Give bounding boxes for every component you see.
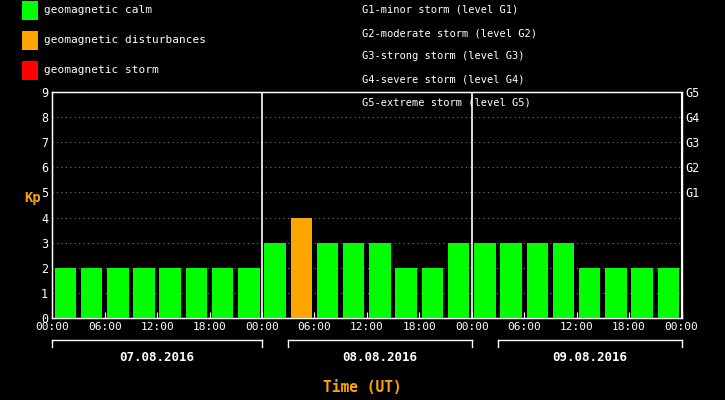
- Bar: [605, 268, 626, 318]
- Bar: [395, 268, 417, 318]
- Text: 08.08.2016: 08.08.2016: [342, 351, 418, 364]
- Bar: [238, 268, 260, 318]
- Text: 09.08.2016: 09.08.2016: [552, 351, 627, 364]
- Bar: [448, 243, 469, 318]
- Text: G4-severe storm (level G4): G4-severe storm (level G4): [362, 74, 525, 85]
- Bar: [579, 268, 600, 318]
- Bar: [80, 268, 102, 318]
- Bar: [552, 243, 574, 318]
- Bar: [631, 268, 653, 318]
- Bar: [369, 243, 391, 318]
- Bar: [422, 268, 443, 318]
- Bar: [658, 268, 679, 318]
- Text: G2-moderate storm (level G2): G2-moderate storm (level G2): [362, 28, 537, 38]
- Bar: [212, 268, 233, 318]
- Bar: [291, 218, 312, 318]
- Bar: [500, 243, 522, 318]
- Text: G1-minor storm (level G1): G1-minor storm (level G1): [362, 5, 519, 15]
- Text: 07.08.2016: 07.08.2016: [120, 351, 194, 364]
- Bar: [317, 243, 339, 318]
- Text: geomagnetic disturbances: geomagnetic disturbances: [44, 35, 205, 45]
- Bar: [54, 268, 76, 318]
- Text: Time (UT): Time (UT): [323, 380, 402, 395]
- Text: geomagnetic calm: geomagnetic calm: [44, 5, 152, 15]
- Bar: [265, 243, 286, 318]
- Bar: [160, 268, 181, 318]
- Bar: [526, 243, 548, 318]
- Y-axis label: Kp: Kp: [24, 191, 41, 205]
- Text: geomagnetic storm: geomagnetic storm: [44, 65, 158, 75]
- Bar: [474, 243, 496, 318]
- Bar: [186, 268, 207, 318]
- Bar: [343, 243, 365, 318]
- Bar: [133, 268, 154, 318]
- Text: G3-strong storm (level G3): G3-strong storm (level G3): [362, 51, 525, 61]
- Bar: [107, 268, 128, 318]
- Text: G5-extreme storm (level G5): G5-extreme storm (level G5): [362, 98, 531, 108]
